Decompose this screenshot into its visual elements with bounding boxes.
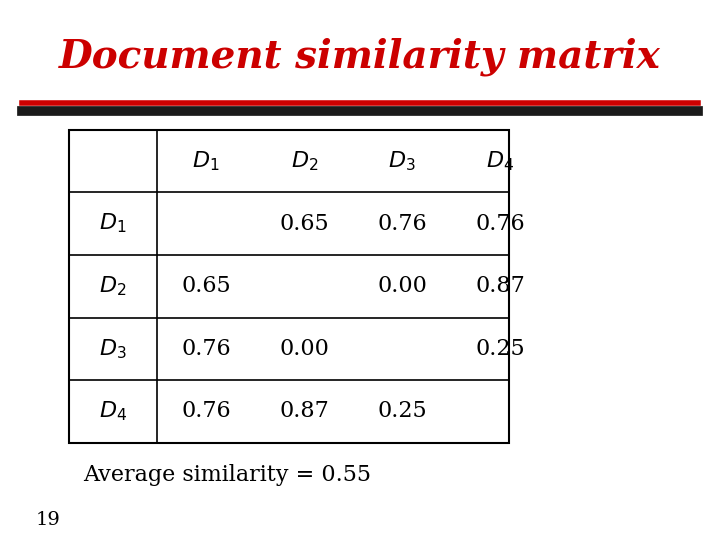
- Text: $D_1$: $D_1$: [192, 149, 220, 173]
- Text: $D_4$: $D_4$: [99, 400, 127, 423]
- Text: 0.87: 0.87: [279, 401, 329, 422]
- Text: Document similarity matrix: Document similarity matrix: [59, 38, 661, 76]
- Text: 0.87: 0.87: [475, 275, 525, 297]
- FancyBboxPatch shape: [69, 130, 509, 443]
- Text: $D_3$: $D_3$: [99, 337, 127, 361]
- Text: 0.76: 0.76: [377, 213, 427, 234]
- Text: $D_3$: $D_3$: [389, 149, 416, 173]
- Text: 0.65: 0.65: [279, 213, 329, 234]
- Text: 0.25: 0.25: [475, 338, 525, 360]
- Text: 19: 19: [35, 511, 60, 529]
- Text: Average similarity = 0.55: Average similarity = 0.55: [83, 464, 371, 487]
- Text: 0.25: 0.25: [377, 401, 427, 422]
- Text: $D_4$: $D_4$: [486, 149, 514, 173]
- Text: 0.76: 0.76: [181, 401, 231, 422]
- Text: 0.00: 0.00: [279, 338, 329, 360]
- Text: 0.65: 0.65: [181, 275, 231, 297]
- Text: 0.76: 0.76: [181, 338, 231, 360]
- Text: $D_1$: $D_1$: [99, 212, 127, 235]
- Text: 0.00: 0.00: [377, 275, 427, 297]
- Text: 0.76: 0.76: [475, 213, 525, 234]
- Text: $D_2$: $D_2$: [99, 274, 127, 298]
- Text: $D_2$: $D_2$: [290, 149, 318, 173]
